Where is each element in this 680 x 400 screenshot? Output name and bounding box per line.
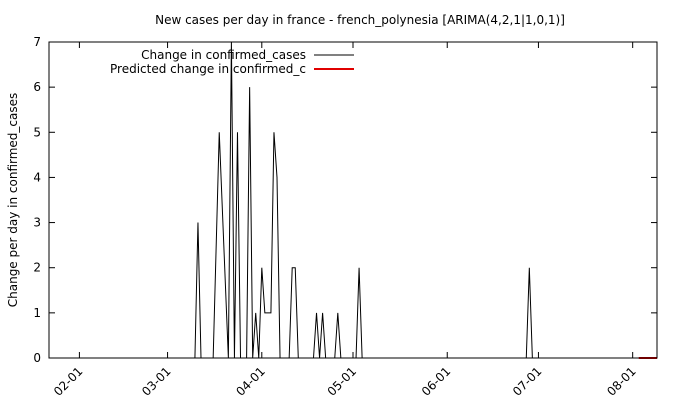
y-tick-labels: 0 1 2 3 4 5 6 7 — [33, 35, 41, 365]
legend-label-predicted: Predicted change in confirmed_c — [110, 62, 306, 76]
y-axis-label: Change per day in confirmed_cases — [6, 93, 20, 308]
y-tick-label: 6 — [33, 80, 41, 94]
y-tick-label: 7 — [33, 35, 41, 49]
y-tick-label: 0 — [33, 351, 41, 365]
legend-label-actual: Change in confirmed_cases — [141, 48, 306, 62]
y-tick-label: 1 — [33, 306, 41, 320]
y-tick-label: 2 — [33, 261, 41, 275]
y-tick-label: 3 — [33, 216, 41, 230]
legend: Change in confirmed_cases Predicted chan… — [110, 48, 354, 76]
y-tick-label: 5 — [33, 125, 41, 139]
plot-border — [48, 41, 658, 359]
chart-title: New cases per day in france - french_pol… — [155, 13, 565, 27]
y-tick-label: 4 — [33, 170, 41, 184]
